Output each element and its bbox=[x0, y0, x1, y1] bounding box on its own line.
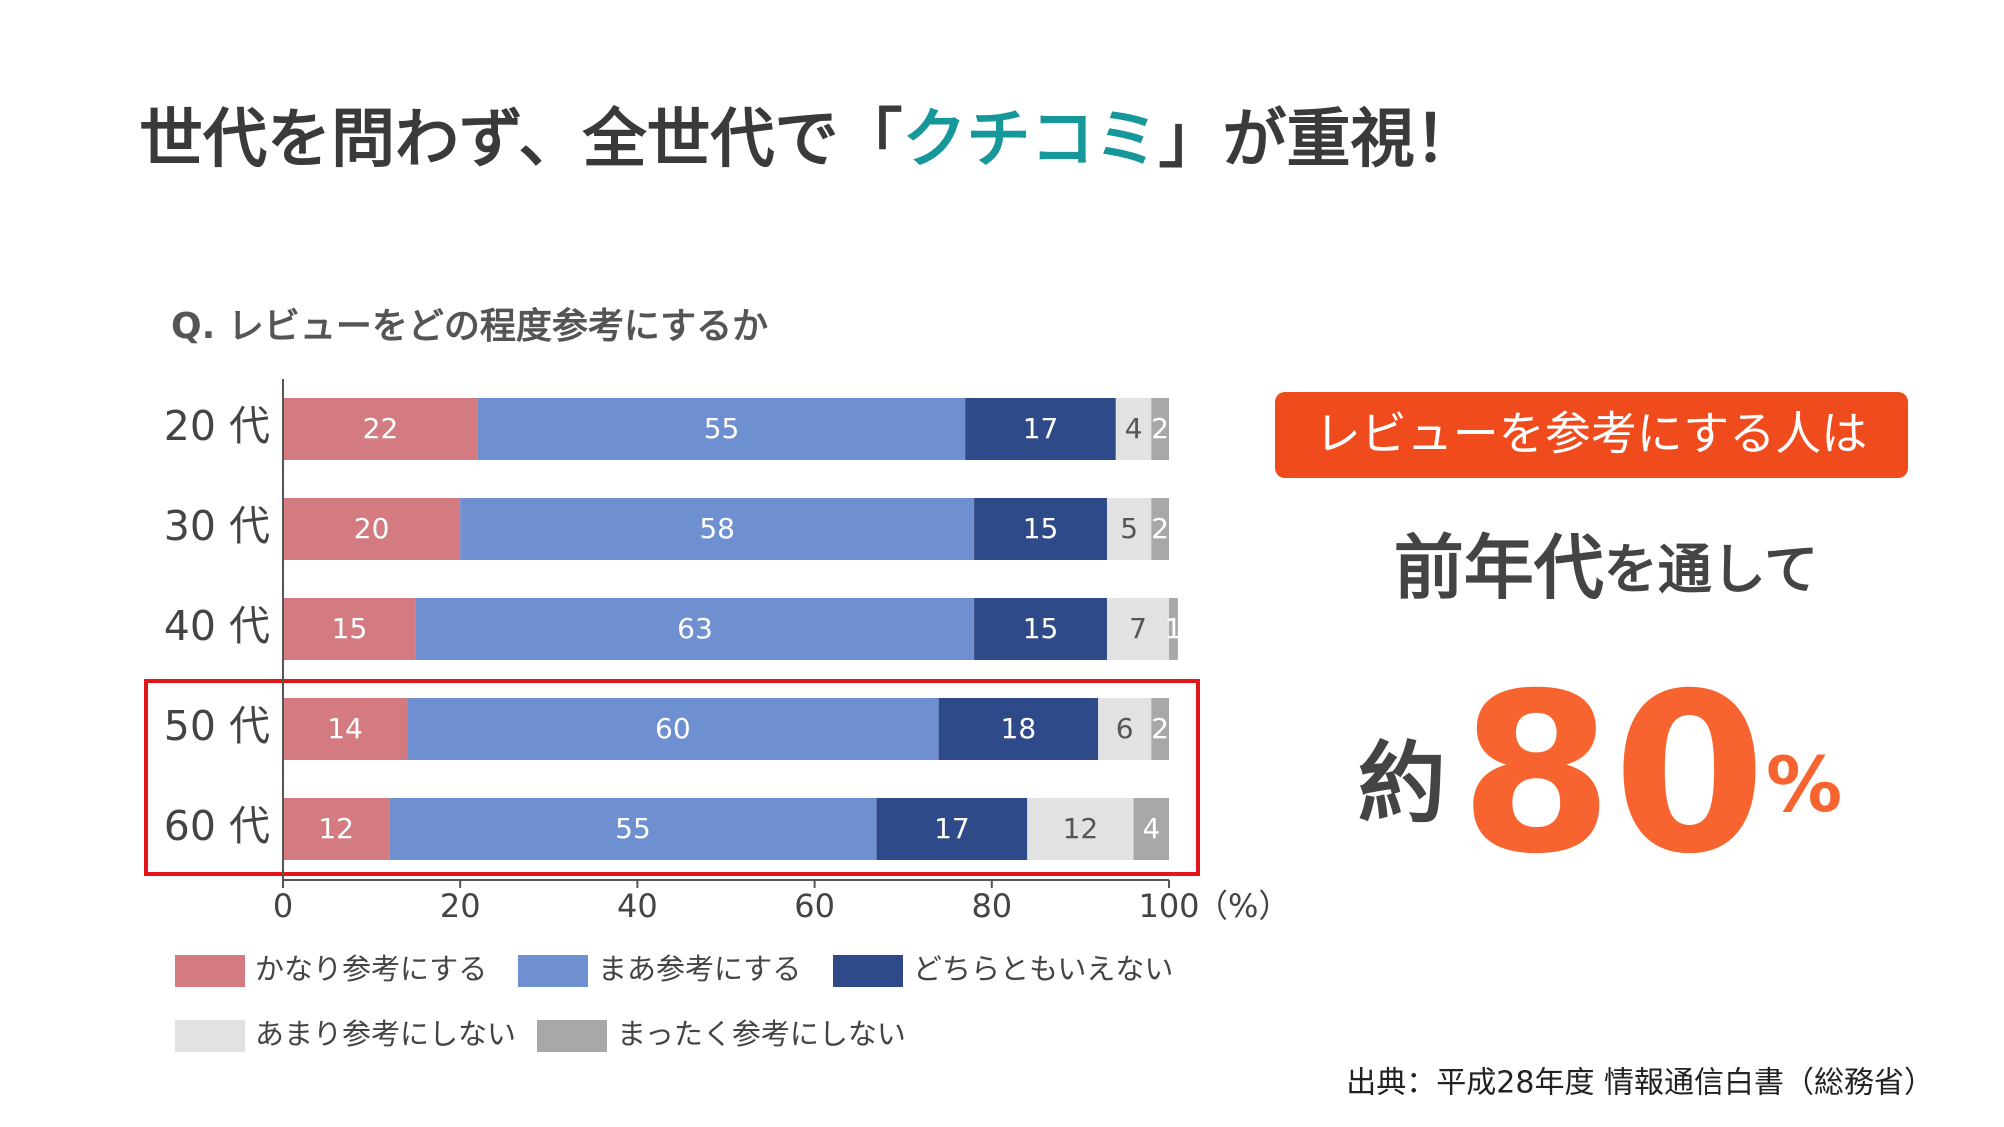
bar-segment bbox=[1106, 498, 1152, 560]
data-label: 58 bbox=[699, 512, 735, 545]
callout-badge-text: レビューを参考にする人は bbox=[1315, 407, 1867, 461]
data-label: 15 bbox=[332, 612, 368, 645]
bar-segment bbox=[1027, 798, 1134, 860]
legend-swatch bbox=[833, 955, 903, 987]
x-tick-label: 40 bbox=[617, 887, 658, 925]
data-label: 15 bbox=[1023, 612, 1059, 645]
data-label: 15 bbox=[1023, 512, 1059, 545]
legend-swatch bbox=[518, 955, 588, 987]
legend-label: まったく参考にしない bbox=[617, 1017, 906, 1051]
x-tick-label: 60 bbox=[794, 887, 835, 925]
data-label: 5 bbox=[1120, 512, 1138, 545]
bar-segment bbox=[1151, 498, 1169, 560]
data-label: 1 bbox=[1165, 612, 1183, 645]
data-label: 12 bbox=[1063, 812, 1099, 845]
data-label: 17 bbox=[1023, 412, 1059, 445]
callout-lead: 前年代を通して bbox=[1394, 527, 1818, 609]
bar-segment bbox=[389, 798, 877, 860]
x-unit: （%） bbox=[1196, 887, 1290, 925]
data-label: 63 bbox=[677, 612, 713, 645]
legend-label: どちらともいえない bbox=[913, 952, 1173, 986]
lead-strong: 前年代 bbox=[1394, 527, 1604, 609]
x-tick-label: 100 bbox=[1138, 887, 1199, 925]
y-tick-label: 50 代 bbox=[164, 702, 270, 750]
data-label: 6 bbox=[1116, 712, 1134, 745]
bar-segment bbox=[1169, 598, 1178, 660]
bar-segment bbox=[974, 598, 1107, 660]
data-label: 7 bbox=[1129, 612, 1147, 645]
bar-segment bbox=[1115, 398, 1152, 460]
lead-rest: を通して bbox=[1604, 538, 1818, 601]
bar-segment bbox=[974, 498, 1107, 560]
y-tick-label: 20 代 bbox=[164, 402, 270, 450]
highlight-box bbox=[144, 679, 1200, 876]
legend-label: あまり参考にしない bbox=[255, 1017, 516, 1051]
y-tick-label: 40 代 bbox=[164, 602, 270, 650]
bar-segment bbox=[415, 598, 975, 660]
data-label: 14 bbox=[327, 712, 363, 745]
bar-segment bbox=[283, 698, 408, 760]
bar-segment bbox=[407, 698, 939, 760]
bar-segment bbox=[1106, 598, 1169, 660]
legend-label: かなり参考にする bbox=[255, 952, 487, 986]
legend-label: まあ参考にする bbox=[598, 952, 801, 986]
x-tick-label: 80 bbox=[971, 887, 1012, 925]
bar-segment bbox=[1151, 398, 1169, 460]
data-label: 12 bbox=[318, 812, 354, 845]
data-label: 2 bbox=[1151, 512, 1169, 545]
data-label: 55 bbox=[704, 412, 740, 445]
legend-swatch bbox=[175, 955, 245, 987]
bar-segment bbox=[460, 498, 975, 560]
data-label: 60 bbox=[655, 712, 691, 745]
bar-segment bbox=[283, 798, 390, 860]
title-part: 世代を問わず、全世代で「 bbox=[139, 103, 903, 177]
data-label: 55 bbox=[615, 812, 651, 845]
source: 出典：平成28年度 情報通信白書（総務省） bbox=[1346, 1066, 1934, 1101]
data-label: 17 bbox=[934, 812, 970, 845]
x-tick-label: 0 bbox=[273, 887, 293, 925]
bar-segment bbox=[283, 398, 478, 460]
legend-swatch bbox=[175, 1020, 245, 1052]
callout-badge bbox=[1275, 392, 1908, 478]
data-label: 4 bbox=[1125, 412, 1143, 445]
value-number: 80 bbox=[1460, 646, 1766, 902]
data-label: 4 bbox=[1142, 812, 1160, 845]
data-label: 2 bbox=[1151, 712, 1169, 745]
bar-segment bbox=[938, 698, 1099, 760]
bar-segment bbox=[477, 398, 966, 460]
bar-segment bbox=[876, 798, 1028, 860]
value-prefix: 約 bbox=[1358, 732, 1446, 835]
chart-title: Q. レビューをどの程度参考にするか bbox=[171, 306, 768, 347]
legend-swatch bbox=[537, 1020, 607, 1052]
bar-segment bbox=[283, 598, 416, 660]
callout-value: 約80% bbox=[1358, 646, 1842, 902]
bar-segment bbox=[283, 498, 461, 560]
slide-title: 世代を問わず、全世代で「クチコミ」が重視！ bbox=[139, 103, 1479, 177]
data-label: 2 bbox=[1151, 412, 1169, 445]
data-label: 22 bbox=[363, 412, 399, 445]
title-highlight: クチコミ bbox=[903, 103, 1159, 177]
bar-segment bbox=[1151, 698, 1169, 760]
bar-segment bbox=[1133, 798, 1169, 860]
title-part: 」が重視！ bbox=[1159, 103, 1479, 177]
x-tick-label: 20 bbox=[440, 887, 481, 925]
bar-segment bbox=[1098, 698, 1152, 760]
data-label: 20 bbox=[354, 512, 390, 545]
data-label: 18 bbox=[1001, 712, 1037, 745]
y-tick-label: 60 代 bbox=[164, 802, 270, 850]
bar-segment bbox=[965, 398, 1116, 460]
y-tick-label: 30 代 bbox=[164, 502, 270, 550]
value-unit: % bbox=[1766, 740, 1842, 829]
